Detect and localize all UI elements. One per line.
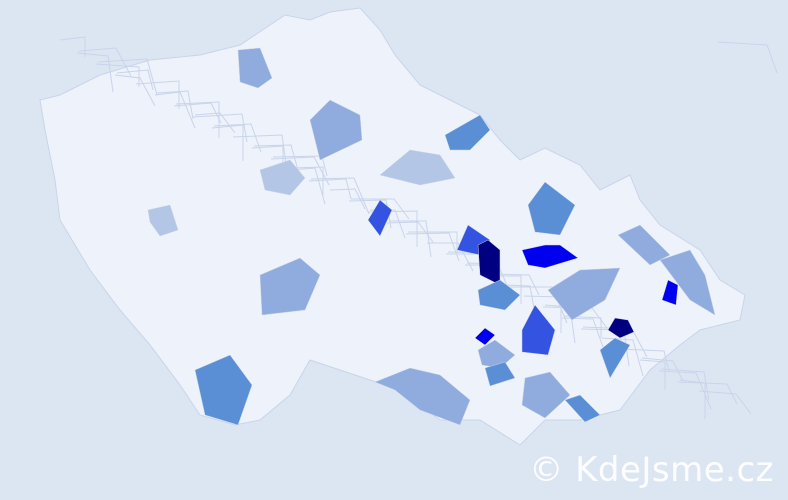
district-border bbox=[677, 381, 738, 405]
district-border bbox=[698, 390, 752, 415]
district-border bbox=[329, 188, 366, 210]
region-level-3 bbox=[444, 114, 491, 151]
district-border bbox=[59, 36, 86, 57]
district-border bbox=[135, 80, 180, 109]
district-border bbox=[156, 90, 194, 120]
region-level-1 bbox=[147, 204, 179, 237]
region-level-3 bbox=[477, 279, 521, 311]
region-level-2 bbox=[477, 339, 516, 369]
district-border bbox=[503, 286, 568, 324]
district-border bbox=[351, 198, 410, 220]
region-level-2 bbox=[374, 367, 471, 426]
district-border bbox=[95, 63, 140, 87]
district-border bbox=[76, 52, 114, 93]
district-border bbox=[641, 357, 684, 382]
region-level-2 bbox=[617, 224, 671, 266]
region-level-2 bbox=[259, 257, 321, 316]
region-level-3 bbox=[564, 394, 601, 423]
region-level-2 bbox=[521, 371, 571, 419]
region-level-4 bbox=[367, 199, 393, 237]
region-level-3 bbox=[527, 181, 576, 236]
district-border bbox=[639, 359, 666, 390]
district-border bbox=[427, 242, 474, 272]
district-border bbox=[173, 102, 222, 124]
region-level-3 bbox=[599, 337, 631, 379]
district-border bbox=[154, 91, 196, 129]
district-border bbox=[291, 166, 324, 195]
region-level-2 bbox=[659, 249, 716, 316]
region-level-6 bbox=[477, 239, 501, 286]
region-level-5 bbox=[474, 327, 496, 346]
district-border bbox=[620, 348, 670, 372]
region-level-2 bbox=[309, 99, 363, 161]
district-border bbox=[504, 284, 536, 315]
district-border bbox=[389, 220, 432, 258]
district-border bbox=[78, 47, 132, 77]
district-border bbox=[405, 232, 460, 262]
region-level-1 bbox=[259, 159, 306, 196]
country-outline bbox=[39, 7, 746, 446]
district-border bbox=[270, 156, 330, 186]
watermark: © KdeJsme.cz bbox=[529, 450, 774, 490]
region-level-4 bbox=[521, 304, 556, 356]
district-border bbox=[289, 167, 326, 205]
district-border bbox=[232, 134, 288, 172]
district-border bbox=[213, 123, 262, 153]
district-border bbox=[601, 337, 644, 377]
region-level-2 bbox=[237, 47, 273, 89]
district-border bbox=[408, 231, 458, 252]
highlighted-regions bbox=[147, 47, 716, 426]
district-border bbox=[251, 145, 284, 166]
region-level-1 bbox=[379, 149, 456, 186]
district-border bbox=[211, 124, 244, 161]
region-level-3 bbox=[484, 361, 516, 387]
region-level-5 bbox=[661, 279, 679, 306]
district-border bbox=[192, 113, 248, 143]
district-border bbox=[386, 221, 434, 243]
district-border bbox=[348, 199, 392, 229]
district-border bbox=[717, 41, 778, 74]
region-level-2 bbox=[547, 267, 621, 321]
district-border bbox=[114, 74, 156, 107]
region-level-5 bbox=[521, 244, 579, 269]
district-border bbox=[485, 273, 540, 296]
region-level-3 bbox=[194, 354, 253, 426]
district-border bbox=[658, 370, 712, 410]
district-border bbox=[660, 368, 710, 401]
region-level-6 bbox=[607, 317, 635, 339]
district-border bbox=[308, 178, 352, 200]
